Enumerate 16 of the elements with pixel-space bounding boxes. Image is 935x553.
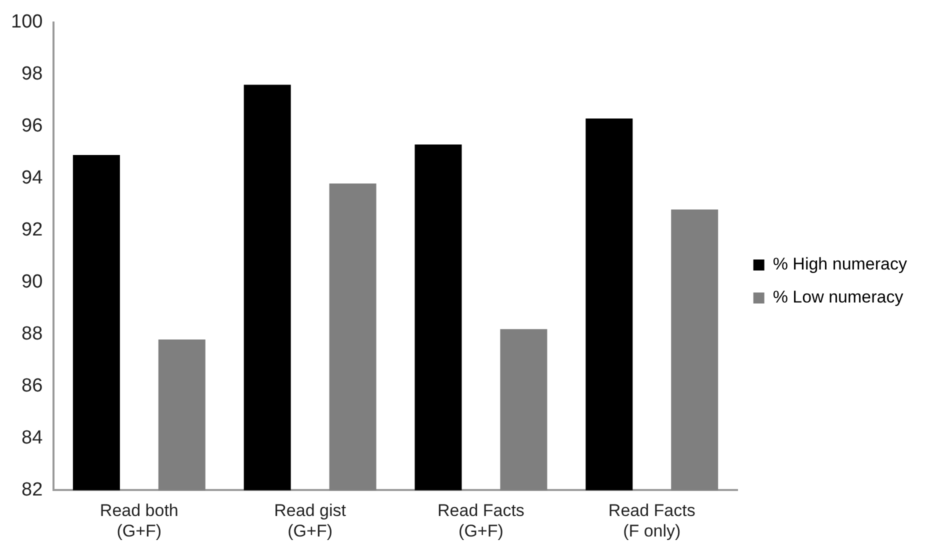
x-tick-label: Read gist (G+F) xyxy=(274,501,346,540)
y-tick-label: 92 xyxy=(22,220,43,241)
y-tick-label: 88 xyxy=(22,324,43,344)
y-tick-label: 100 xyxy=(11,12,43,33)
y-tick-label: 98 xyxy=(22,64,43,85)
y-tick-label: 84 xyxy=(22,427,44,448)
y-tick-label: 96 xyxy=(22,116,43,137)
legend-label: % Low numeracy xyxy=(772,288,904,307)
y-tick-label: 94 xyxy=(22,168,44,189)
x-tick-label: Read Facts (F only) xyxy=(608,501,696,540)
y-tick-label: 86 xyxy=(22,375,43,396)
y-tick-label: 90 xyxy=(22,272,43,293)
legend-label: % High numeracy xyxy=(772,254,908,274)
y-tick-label: 82 xyxy=(22,479,43,500)
x-tick-label: Read both (G+F) xyxy=(100,501,178,540)
x-tick-label: Read Facts (G+F) xyxy=(438,501,524,540)
